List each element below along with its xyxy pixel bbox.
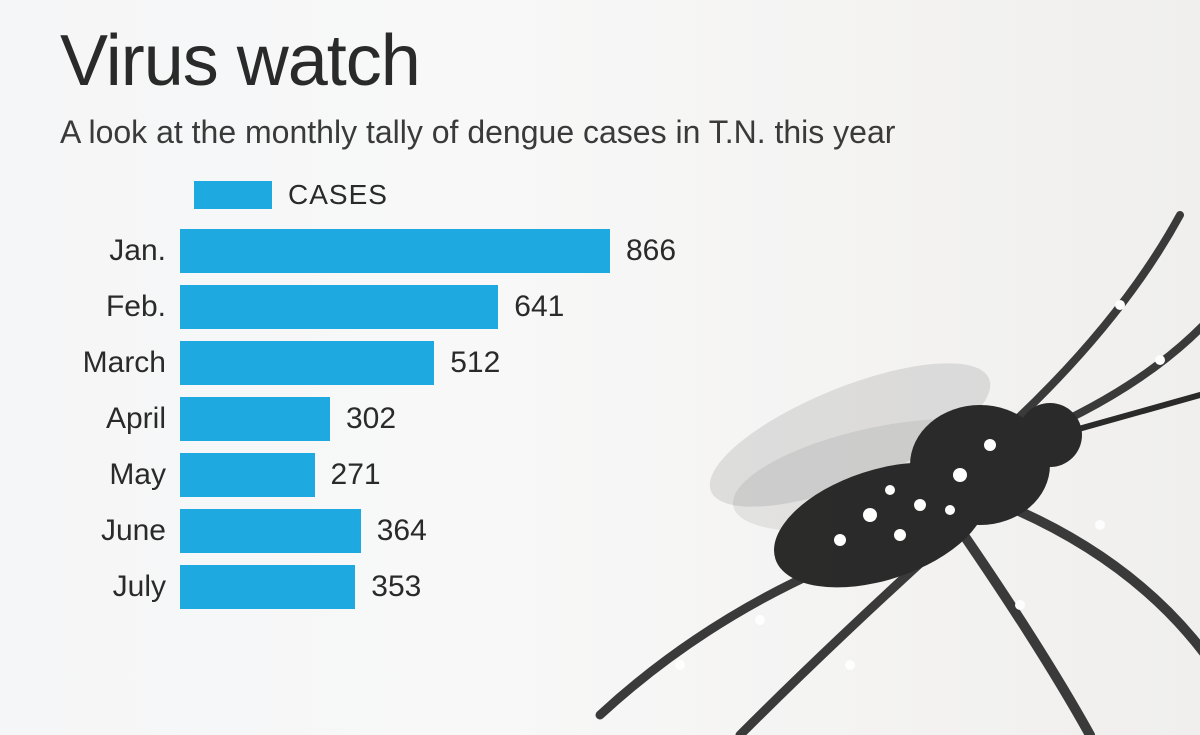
value-label: 302 — [330, 402, 396, 436]
chart-row: July 353 — [60, 565, 1140, 609]
value-label: 866 — [610, 234, 676, 268]
bar — [180, 229, 610, 273]
bar — [180, 453, 315, 497]
value-label: 512 — [434, 346, 500, 380]
chart-row: April 302 — [60, 397, 1140, 441]
chart-legend: CASES — [194, 179, 1140, 211]
bar — [180, 397, 330, 441]
month-label: May — [60, 458, 180, 492]
bar — [180, 509, 361, 553]
bar — [180, 285, 498, 329]
chart-title: Virus watch — [60, 20, 1140, 102]
bar-chart: Jan. 866 Feb. 641 March 512 April 302 May 271 June… — [60, 229, 1140, 609]
chart-row: Feb. 641 — [60, 285, 1140, 329]
value-label: 271 — [315, 458, 381, 492]
chart-row: June 364 — [60, 509, 1140, 553]
value-label: 364 — [361, 514, 427, 548]
value-label: 353 — [355, 570, 421, 604]
month-label: June — [60, 514, 180, 548]
month-label: Feb. — [60, 290, 180, 324]
chart-row: March 512 — [60, 341, 1140, 385]
month-label: April — [60, 402, 180, 436]
legend-label: CASES — [288, 179, 388, 211]
month-label: July — [60, 570, 180, 604]
value-label: 641 — [498, 290, 564, 324]
bar — [180, 565, 355, 609]
bar — [180, 341, 434, 385]
chart-row: Jan. 866 — [60, 229, 1140, 273]
legend-swatch — [194, 181, 272, 209]
month-label: March — [60, 346, 180, 380]
chart-row: May 271 — [60, 453, 1140, 497]
chart-subtitle: A look at the monthly tally of dengue ca… — [60, 114, 1140, 151]
month-label: Jan. — [60, 234, 180, 268]
